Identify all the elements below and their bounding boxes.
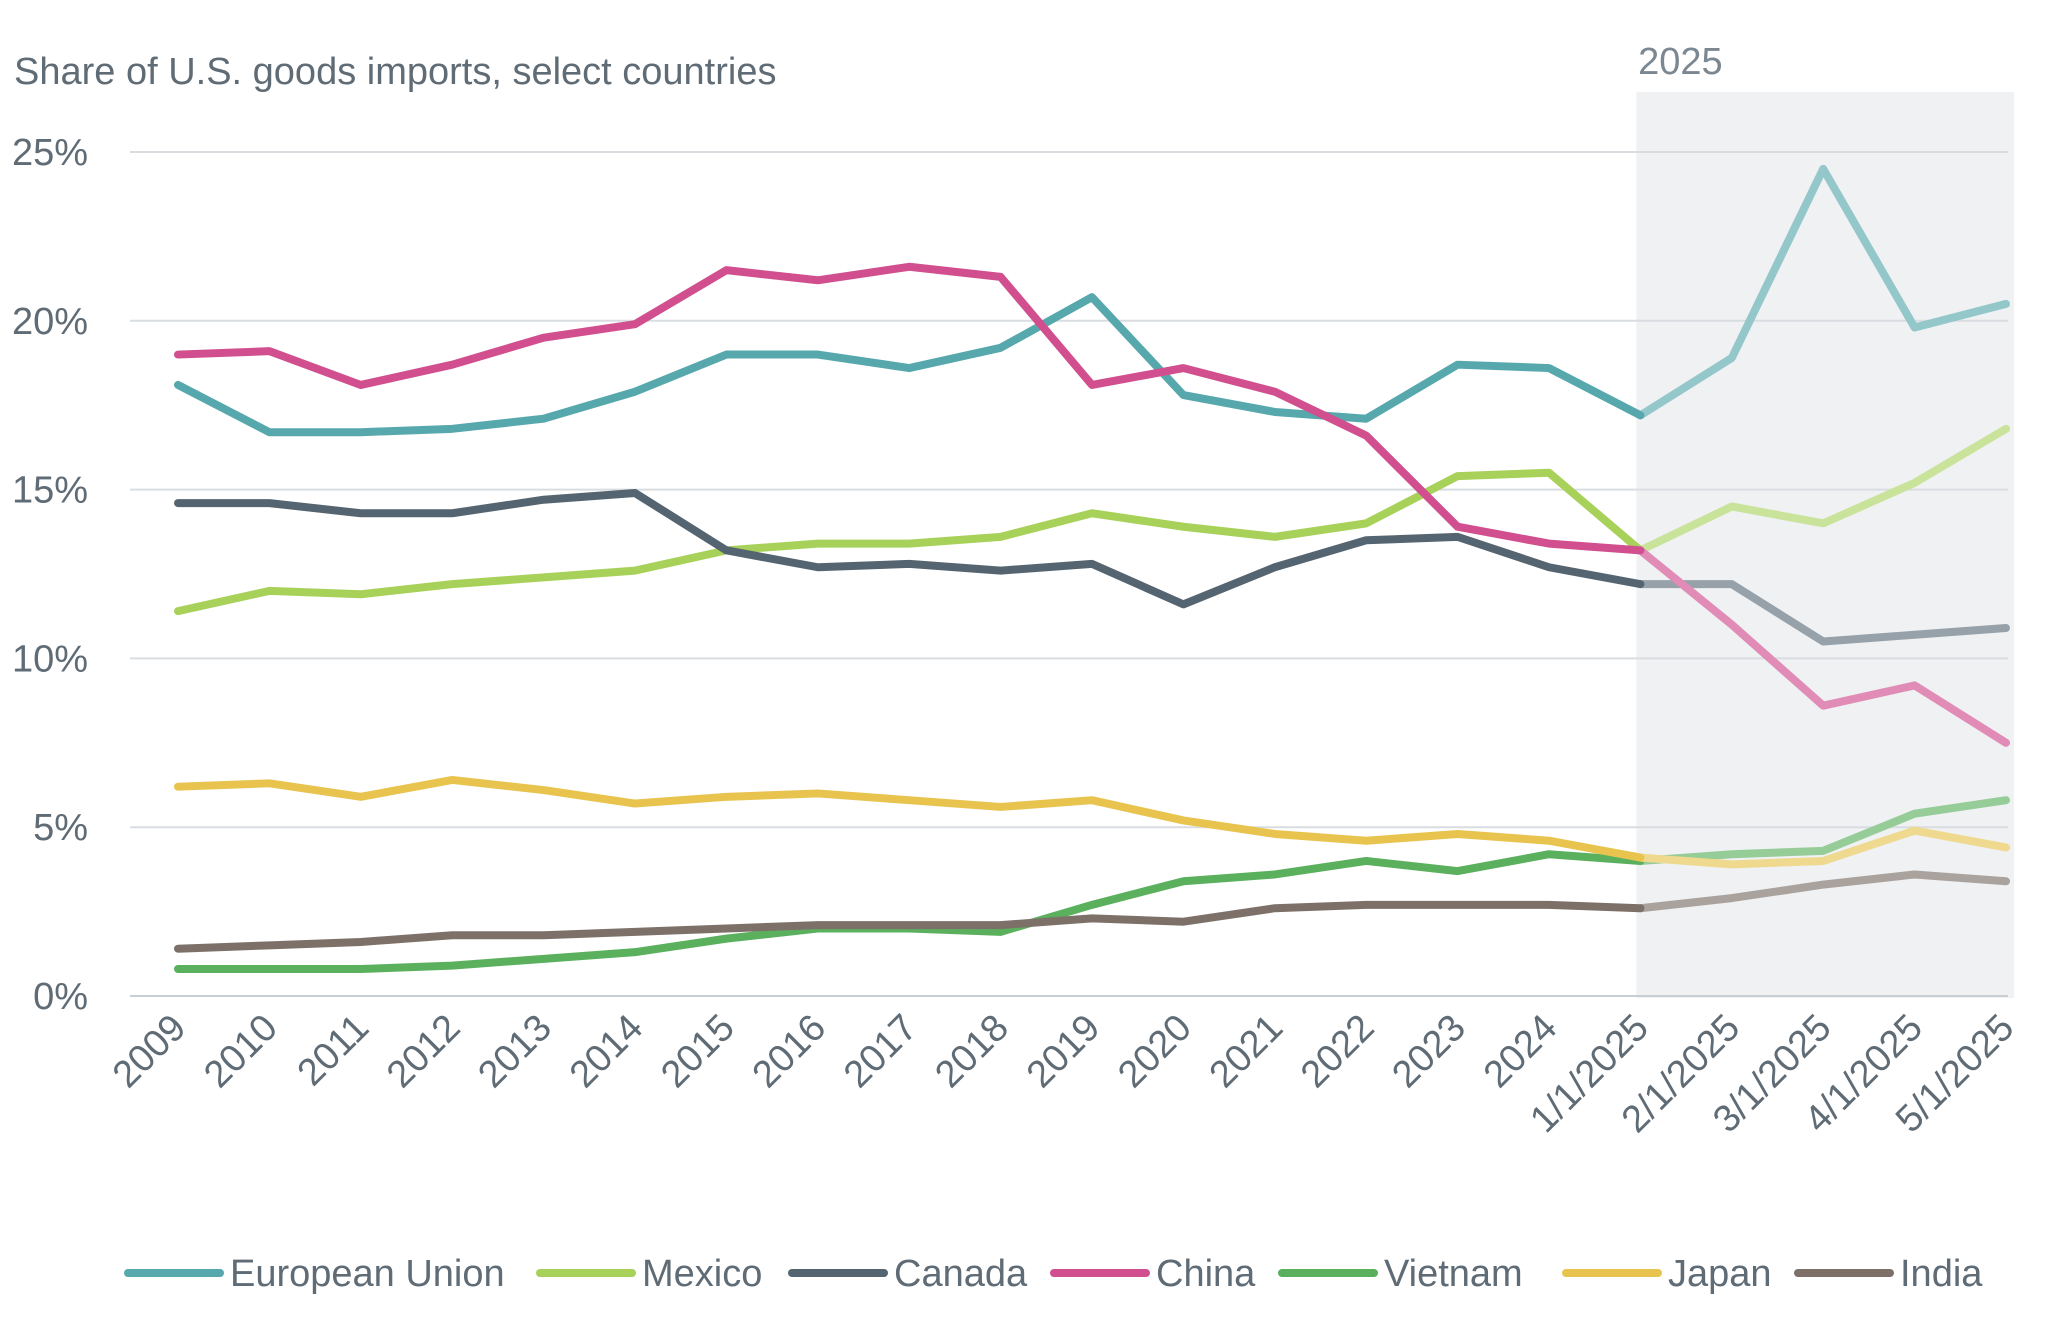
legend-label: European Union <box>230 1253 505 1295</box>
x-tick-label: 2021 <box>1202 1007 1291 1096</box>
series-line-2025-vietnam <box>1636 796 2010 865</box>
y-tick-label: 15% <box>12 470 88 512</box>
y-tick-label: 10% <box>12 638 88 680</box>
y-tick-label: 5% <box>33 807 88 849</box>
legend-label: China <box>1156 1253 1256 1295</box>
x-tick-label: 2019 <box>1019 1007 1108 1096</box>
legend-label: Mexico <box>642 1253 762 1295</box>
legend: European Union Mexico Canada China Vietnam Ja… <box>124 1253 1983 1295</box>
series-line-2025-mexico <box>1636 424 2010 555</box>
legend-label: Vietnam <box>1384 1253 1523 1295</box>
y-axis-tick-labels: 0% 5% 10% 15% 20% 25% <box>12 132 88 1018</box>
x-tick-label: 2009 <box>105 1007 194 1096</box>
x-tick-label: 2011 <box>290 1007 377 1094</box>
legend-label: Canada <box>894 1253 1028 1295</box>
x-tick-label: 2014 <box>562 1007 651 1096</box>
series-line-india <box>174 900 1645 953</box>
y-tick-label: 20% <box>12 301 88 343</box>
series-lines <box>174 164 2010 973</box>
series-line-2025-european-union <box>1636 164 2010 420</box>
series-line-canada <box>174 488 1645 609</box>
series-line-2025-japan <box>1636 826 2010 869</box>
x-tick-label: 2012 <box>379 1007 468 1096</box>
x-tick-label: 2015 <box>653 1007 742 1096</box>
x-tick-label: 2013 <box>470 1007 559 1096</box>
x-tick-label: 2010 <box>196 1007 285 1096</box>
series-line-european-union <box>174 293 1645 437</box>
legend-label: India <box>1900 1253 1983 1295</box>
x-tick-label: 2017 <box>836 1007 925 1096</box>
x-tick-label: 2023 <box>1384 1007 1473 1096</box>
x-axis-tick-labels: 2009 2010 2011 2012 2013 2014 2015 2016 2017 2018… <box>105 1007 2022 1141</box>
series-line-mexico <box>174 468 1645 616</box>
highlight-label: 2025 <box>1638 41 1723 83</box>
y-tick-label: 25% <box>12 132 88 174</box>
x-tick-label: 2016 <box>745 1007 834 1096</box>
gridlines <box>130 151 2008 997</box>
x-tick-label: 2022 <box>1293 1007 1382 1096</box>
series-line-vietnam <box>174 850 1645 973</box>
series-line-2025-canada <box>1636 580 2010 646</box>
series-line-china <box>174 262 1645 555</box>
chart-title: Share of U.S. goods imports, select coun… <box>14 51 776 93</box>
series-line-2025-india <box>1636 870 2010 913</box>
x-tick-label: 2018 <box>927 1007 1016 1096</box>
series-line-2025-china <box>1636 546 2010 747</box>
y-tick-label: 0% <box>33 976 88 1018</box>
legend-label: Japan <box>1668 1253 1772 1295</box>
x-tick-label: 2020 <box>1110 1007 1199 1096</box>
series-line-japan <box>174 775 1645 862</box>
